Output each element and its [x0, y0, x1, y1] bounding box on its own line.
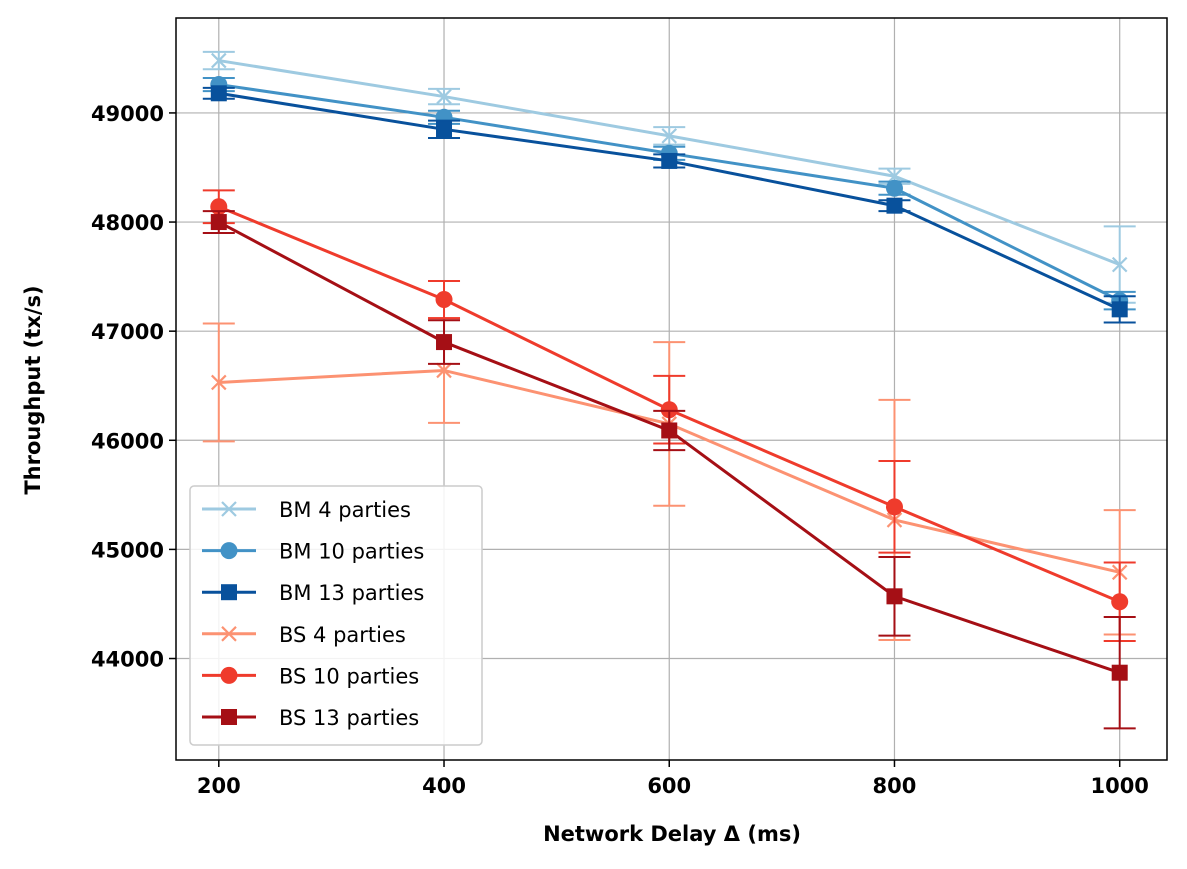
data-point: [436, 334, 453, 351]
series-bs-13-parties: [202, 210, 1136, 730]
data-point: [436, 88, 452, 105]
legend-label: BM 10 parties: [279, 540, 424, 564]
data-point: [1111, 256, 1128, 273]
data-point: [886, 588, 903, 605]
x-tick-label: 800: [873, 774, 917, 798]
series-bm-13-parties: [202, 85, 1136, 324]
series-bm-4-parties: [202, 50, 1136, 304]
legend-marker: [220, 542, 238, 560]
legend-item: BM 13 parties: [202, 581, 424, 605]
legend-marker: [221, 709, 237, 725]
y-tick-label: 48000: [91, 211, 164, 235]
legend-item: BS 10 parties: [202, 664, 419, 688]
legend-label: BS 10 parties: [279, 664, 419, 688]
legend-label: BS 4 parties: [279, 623, 406, 647]
legend-item: BM 4 parties: [202, 498, 411, 522]
legend-box: [189, 485, 483, 746]
data-point: [885, 498, 903, 516]
legend-item: BM 10 parties: [202, 540, 424, 564]
data-point: [1111, 664, 1128, 681]
data-point: [661, 422, 678, 439]
data-point: [435, 291, 453, 309]
series-layer: [202, 50, 1136, 730]
data-point: [1111, 593, 1129, 611]
plot-frame: [175, 17, 1168, 761]
y-tick-label: 44000: [91, 648, 164, 672]
data-point: [885, 179, 903, 197]
data-point: [661, 152, 678, 169]
y-tick-label: 49000: [91, 102, 164, 126]
legend-item: BS 4 parties: [202, 623, 406, 647]
legend: BM 4 parties BM 10 parties BM 13 parties BS…: [189, 485, 483, 746]
y-tick-label: 46000: [91, 429, 164, 453]
data-point: [886, 197, 903, 214]
legend-marker: [221, 584, 237, 601]
x-tick-label: 200: [197, 774, 241, 798]
data-point: [1111, 301, 1128, 318]
legend-marker: [221, 626, 237, 642]
data-point: [436, 362, 452, 379]
y-tick-label: 45000: [91, 538, 164, 562]
data-point: [436, 121, 453, 138]
x-tick-label: 1000: [1090, 774, 1148, 798]
y-axis-title: Throughput (tx/s): [21, 285, 45, 494]
data-point: [210, 214, 227, 231]
data-point: [660, 401, 678, 419]
data-point: [211, 374, 227, 391]
x-tick-label: 400: [422, 774, 466, 798]
data-point: [210, 85, 227, 102]
legend-label: BM 4 parties: [279, 498, 411, 522]
data-point: [661, 128, 678, 144]
y-tick-label: 47000: [91, 320, 164, 344]
legend-item: BS 13 parties: [202, 706, 419, 730]
legend-label: BS 13 parties: [279, 706, 419, 730]
axis-ticks: 200 400 600 800 1000 44000 45000 46000 47000 4800…: [91, 102, 1149, 798]
data-point: [211, 52, 227, 69]
x-axis-title: Network Delay Δ (ms): [543, 822, 801, 846]
x-tick-label: 600: [647, 774, 691, 798]
legend-marker: [220, 666, 238, 684]
legend-label: BM 13 parties: [279, 581, 424, 605]
legend-marker: [221, 501, 237, 517]
